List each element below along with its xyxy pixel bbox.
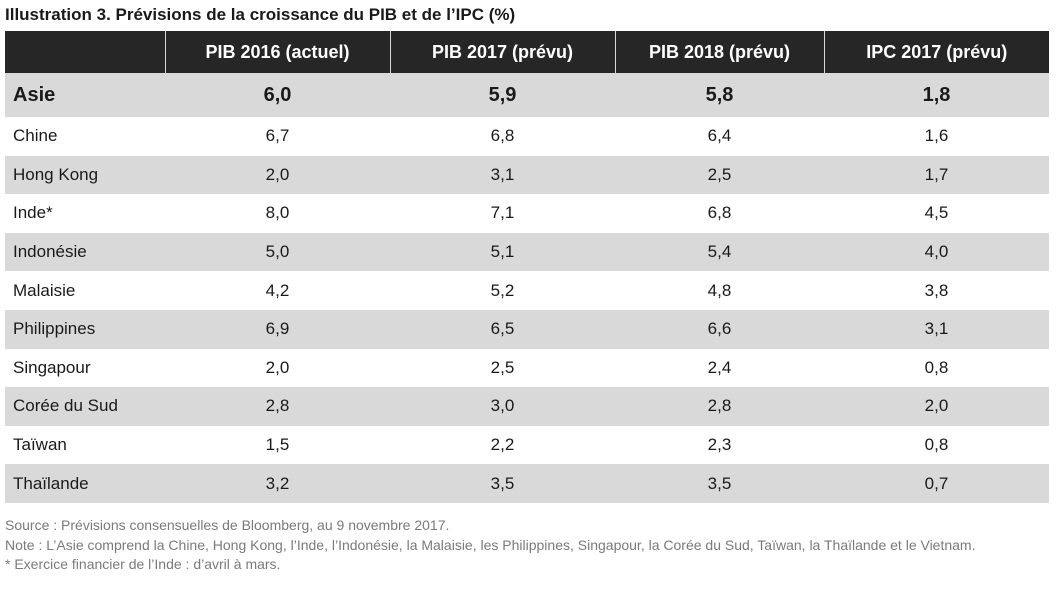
cell-pib-2018: 6,8 bbox=[707, 203, 732, 223]
header-cell-pib-2018: PIB 2018 (prévu) bbox=[614, 31, 824, 73]
scope-note: Note : L’Asie comprend la Chine, Hong Ko… bbox=[5, 536, 976, 553]
header-cell-pib-2016: PIB 2016 (actuel) bbox=[164, 31, 390, 73]
cell-pib-2016: 6,0 bbox=[263, 83, 292, 106]
row-name: Thaïlande bbox=[13, 473, 89, 493]
source-note: Source : Prévisions consensuelles de Blo… bbox=[5, 517, 450, 533]
cell-pib-2016: 6,7 bbox=[265, 126, 290, 146]
cell-pib-2016: 2,0 bbox=[265, 357, 290, 377]
row-name: Philippines bbox=[13, 319, 96, 339]
cell-pib-2017: 3,1 bbox=[490, 164, 515, 184]
cell-pib-2016: 2,8 bbox=[265, 396, 290, 416]
cell-pib-2017: 6,5 bbox=[490, 319, 515, 339]
cell-pib-2018: 3,5 bbox=[707, 473, 732, 493]
cell-ipc-2017: 0,7 bbox=[924, 473, 949, 493]
row-name: Singapour bbox=[13, 357, 91, 377]
cell-pib-2017: 3,5 bbox=[490, 473, 515, 493]
cell-pib-2018: 4,8 bbox=[707, 280, 732, 300]
row-name: Taïwan bbox=[13, 435, 67, 455]
cell-pib-2018: 5,8 bbox=[705, 83, 734, 106]
table-row: Philippines 6,9 6,5 6,6 3,1 bbox=[5, 309, 1049, 349]
table-row: Inde* 8,0 7,1 6,8 4,5 bbox=[5, 194, 1049, 233]
cell-pib-2017: 5,1 bbox=[490, 242, 515, 262]
cell-ipc-2017: 1,7 bbox=[924, 164, 949, 184]
table-row: Indonésie 5,0 5,1 5,4 4,0 bbox=[5, 232, 1049, 272]
cell-pib-2016: 3,2 bbox=[265, 473, 290, 493]
table-row: Singapour 2,0 2,5 2,4 0,8 bbox=[5, 349, 1049, 388]
table-row: Malaisie 4,2 5,2 4,8 3,8 bbox=[5, 271, 1049, 310]
cell-pib-2017: 5,2 bbox=[490, 280, 515, 300]
cell-pib-2016: 8,0 bbox=[265, 203, 290, 223]
cell-pib-2017: 2,2 bbox=[490, 435, 515, 455]
table-row: Corée du Sud 2,8 3,0 2,8 2,0 bbox=[5, 387, 1049, 426]
cell-pib-2017: 3,0 bbox=[490, 396, 515, 416]
row-name: Asie bbox=[13, 83, 56, 106]
row-name: Chine bbox=[13, 126, 58, 146]
cell-pib-2017: 6,8 bbox=[490, 126, 515, 146]
table-row: Hong Kong 2,0 3,1 2,5 1,7 bbox=[5, 155, 1049, 195]
cell-ipc-2017: 4,5 bbox=[924, 203, 949, 223]
header-row: PIB 2016 (actuel) PIB 2017 (prévu) PIB 2… bbox=[5, 31, 1049, 73]
cell-ipc-2017: 1,8 bbox=[922, 83, 951, 106]
cell-pib-2017: 7,1 bbox=[490, 203, 515, 223]
row-name: Malaisie bbox=[13, 280, 76, 300]
region-row: Asie 6,0 5,9 5,8 1,8 bbox=[5, 73, 1049, 117]
cell-pib-2018: 5,4 bbox=[707, 242, 732, 262]
cell-ipc-2017: 0,8 bbox=[924, 357, 949, 377]
cell-ipc-2017: 4,0 bbox=[924, 242, 949, 262]
header-cell-pib-2017: PIB 2017 (prévu) bbox=[389, 31, 615, 73]
cell-pib-2017: 2,5 bbox=[490, 357, 515, 377]
table-row: Thaïlande 3,2 3,5 3,5 0,7 bbox=[5, 464, 1049, 503]
cell-pib-2016: 2,0 bbox=[265, 164, 290, 184]
table-row: Taïwan 1,5 2,2 2,3 0,8 bbox=[5, 426, 1049, 465]
cell-pib-2018: 2,3 bbox=[707, 435, 732, 455]
cell-ipc-2017: 3,1 bbox=[924, 319, 949, 339]
header-cell-country bbox=[5, 31, 165, 73]
row-name: Corée du Sud bbox=[13, 396, 118, 416]
cell-ipc-2017: 3,8 bbox=[924, 280, 949, 300]
table-notes: Source : Prévisions consensuelles de Blo… bbox=[5, 516, 1049, 575]
cell-pib-2016: 5,0 bbox=[265, 242, 290, 262]
cell-pib-2016: 1,5 bbox=[265, 435, 290, 455]
forecast-table: PIB 2016 (actuel) PIB 2017 (prévu) PIB 2… bbox=[5, 31, 1049, 503]
table-row: Chine 6,7 6,8 6,4 1,6 bbox=[5, 117, 1049, 156]
row-name: Hong Kong bbox=[13, 164, 99, 184]
footnote: * Exercice financier de l’Inde : d’avril… bbox=[5, 556, 281, 572]
row-name: Inde* bbox=[13, 203, 53, 223]
row-name: Indonésie bbox=[13, 242, 87, 262]
cell-pib-2017: 5,9 bbox=[488, 83, 517, 106]
cell-pib-2016: 4,2 bbox=[265, 280, 290, 300]
cell-pib-2016: 6,9 bbox=[265, 319, 290, 339]
cell-pib-2018: 2,4 bbox=[707, 357, 732, 377]
cell-ipc-2017: 0,8 bbox=[924, 435, 949, 455]
cell-ipc-2017: 1,6 bbox=[924, 126, 949, 146]
cell-pib-2018: 2,5 bbox=[707, 164, 732, 184]
cell-pib-2018: 6,4 bbox=[707, 126, 732, 146]
table-title: Illustration 3. Prévisions de la croissa… bbox=[5, 5, 516, 24]
cell-ipc-2017: 2,0 bbox=[924, 396, 949, 416]
header-cell-ipc-2017: IPC 2017 (prévu) bbox=[823, 31, 1049, 73]
cell-pib-2018: 6,6 bbox=[707, 319, 732, 339]
cell-pib-2018: 2,8 bbox=[707, 396, 732, 416]
